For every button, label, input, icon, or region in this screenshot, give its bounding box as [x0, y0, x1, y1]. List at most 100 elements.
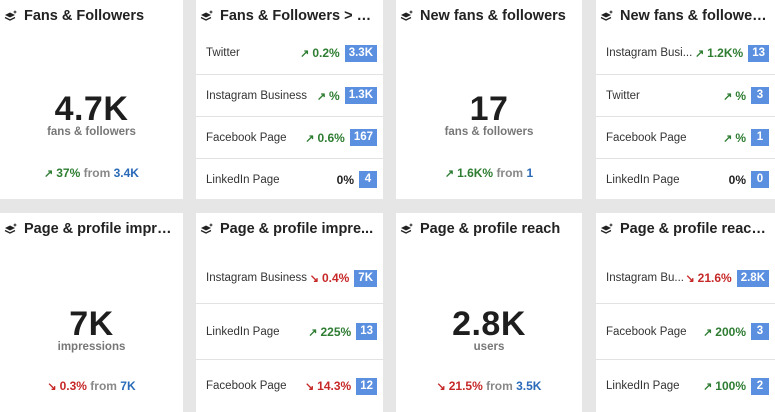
- card-reach[interactable]: Page & profile reach 2.8K users ↘ 21.5% f…: [396, 213, 582, 412]
- card-reach-by-source[interactable]: Page & profile reach ... Instagram Bu...…: [596, 213, 775, 412]
- arrow-down-icon: ↘: [685, 273, 695, 285]
- list-item[interactable]: Instagram Business ↘ 0.4% 7K: [196, 253, 383, 303]
- count-badge: 3: [751, 87, 769, 104]
- layers-sparkle-icon: [200, 223, 213, 234]
- card-new-fans[interactable]: New fans & followers 17 fans & followers…: [396, 0, 582, 199]
- count-badge: 167: [349, 129, 377, 146]
- metric-block: 4.7K fans & followers: [0, 90, 183, 138]
- arrow-up-icon: ↗: [723, 90, 733, 103]
- count-badge: 13: [748, 44, 769, 62]
- row-percent: %: [329, 88, 340, 103]
- card-title: Page & profile impre...: [200, 219, 375, 239]
- metric-block: 7K impressions: [0, 305, 183, 353]
- row-percent: 14.3%: [317, 379, 352, 393]
- list-item[interactable]: Facebook Page ↗% 1: [596, 116, 775, 158]
- list-item[interactable]: LinkedIn Page 0% 4: [196, 158, 383, 199]
- from-label: from: [496, 166, 524, 180]
- change-percent: 0.3%: [59, 379, 87, 393]
- row-label: Instagram Bu...: [606, 272, 684, 284]
- row-percent: 100%: [715, 379, 746, 393]
- arrow-up-icon: ↗: [444, 168, 455, 180]
- from-label: from: [90, 379, 117, 393]
- arrow-up-icon: ↗: [308, 326, 318, 339]
- list-item[interactable]: Instagram Bu... ↘ 21.6% 2.8K: [596, 253, 775, 303]
- row-label: LinkedIn Page: [206, 173, 280, 186]
- base-value: 3.4K: [113, 166, 139, 180]
- arrow-down-icon: ↘: [436, 381, 446, 393]
- list-item[interactable]: LinkedIn Page ↗ 225% 13: [196, 303, 383, 359]
- row-percent: 0.6%: [317, 130, 345, 145]
- row-label: LinkedIn Page: [206, 325, 280, 338]
- list-item[interactable]: Facebook Page ↗ 200% 3: [596, 303, 775, 359]
- row-label: Facebook Page: [206, 131, 287, 144]
- arrow-up-icon: ↗: [305, 132, 315, 145]
- card-title-text: New fans & followers: [420, 8, 566, 24]
- from-label: from: [83, 166, 111, 180]
- metric-block: 17 fans & followers: [396, 90, 582, 138]
- row-percent: 0.2%: [312, 46, 340, 60]
- row-label: Instagram Busi...: [606, 47, 693, 59]
- metric-change: ↗ 1.6K% from 1: [396, 166, 582, 180]
- card-impressions-by-source[interactable]: Page & profile impre... Instagram Busine…: [196, 213, 383, 412]
- list-item[interactable]: Facebook Page ↘ 14.3% 12: [196, 359, 383, 412]
- card-new-fans-by-source[interactable]: New fans & followers... Instagram Busi..…: [596, 0, 775, 199]
- layers-sparkle-icon: [4, 10, 17, 21]
- count-badge: 1: [751, 129, 769, 146]
- arrow-down-icon: ↘: [309, 273, 319, 285]
- base-value: 7K: [120, 379, 136, 393]
- arrow-up-icon: ↗: [44, 168, 54, 180]
- list-item[interactable]: LinkedIn Page 0% 0: [596, 158, 775, 199]
- arrow-up-icon: ↗: [300, 48, 310, 60]
- metric-value: 4.7K: [54, 90, 129, 128]
- row-label: Facebook Page: [606, 131, 687, 144]
- list-item[interactable]: LinkedIn Page ↗ 100% 2: [596, 359, 775, 412]
- list-item[interactable]: Facebook Page ↗ 0.6% 167: [196, 116, 383, 158]
- card-title-text: Fans & Followers: [24, 8, 145, 24]
- card-title-text: New fans & followers...: [620, 8, 767, 24]
- card-fans-followers-by-source[interactable]: Fans & Followers > S... Twitter ↗ 0.2% 3.…: [196, 0, 383, 199]
- row-label: LinkedIn Page: [606, 173, 680, 186]
- arrow-up-icon: ↗: [723, 132, 733, 145]
- from-label: from: [486, 379, 513, 393]
- card-title: Page & profile reach: [400, 219, 574, 239]
- arrow-up-icon: ↗: [316, 90, 327, 103]
- metric-change: ↘ 0.3% from 7K: [0, 379, 183, 393]
- change-percent: 1.6K%: [457, 166, 494, 180]
- card-title-text: Fans & Followers > S...: [220, 8, 375, 24]
- metric-unit: fans & followers: [444, 126, 534, 138]
- count-badge: 3.3K: [344, 44, 377, 62]
- list-item[interactable]: Twitter ↗ 0.2% 3.3K: [196, 32, 383, 74]
- row-percent: 0%: [336, 172, 354, 187]
- count-badge: 4: [359, 171, 377, 188]
- metric-change: ↗ 37% from 3.4K: [0, 166, 183, 180]
- base-value: 1: [526, 166, 534, 180]
- metric-unit: impressions: [57, 341, 126, 353]
- row-percent: 21.6%: [697, 271, 732, 285]
- list-item[interactable]: Twitter ↗% 3: [596, 74, 775, 116]
- layers-sparkle-icon: [400, 223, 413, 234]
- card-title-text: Page & profile reach: [420, 221, 561, 237]
- layers-sparkle-icon: [200, 10, 213, 21]
- count-badge: 12: [356, 377, 377, 395]
- row-percent: %: [735, 130, 746, 145]
- card-title-text: Page & profile reach ...: [620, 221, 767, 237]
- card-title: Fans & Followers > S...: [200, 6, 375, 26]
- card-fans-followers[interactable]: Fans & Followers 4.7K fans & followers ↗…: [0, 0, 183, 199]
- row-percent: 1.2K%: [707, 46, 744, 60]
- metric-value: 2.8K: [452, 305, 526, 343]
- list-item[interactable]: Instagram Business ↗% 1.3K: [196, 74, 383, 116]
- count-badge: 2: [751, 377, 769, 395]
- metric-unit: users: [473, 341, 505, 353]
- row-label: Facebook Page: [206, 380, 287, 392]
- change-percent: 21.5%: [448, 379, 483, 393]
- metric-change: ↘ 21.5% from 3.5K: [396, 379, 582, 393]
- card-title: Page & profile reach ...: [600, 219, 767, 239]
- metric-unit: fans & followers: [47, 126, 136, 138]
- layers-sparkle-icon: [400, 10, 413, 21]
- card-impressions[interactable]: Page & profile impre... 7K impressions ↘…: [0, 213, 183, 412]
- row-label: Twitter: [206, 47, 240, 59]
- row-label: Instagram Business: [206, 89, 307, 102]
- layers-sparkle-icon: [600, 223, 613, 234]
- list-item[interactable]: Instagram Busi... ↗ 1.2K% 13: [596, 32, 775, 74]
- layers-sparkle-icon: [600, 10, 613, 21]
